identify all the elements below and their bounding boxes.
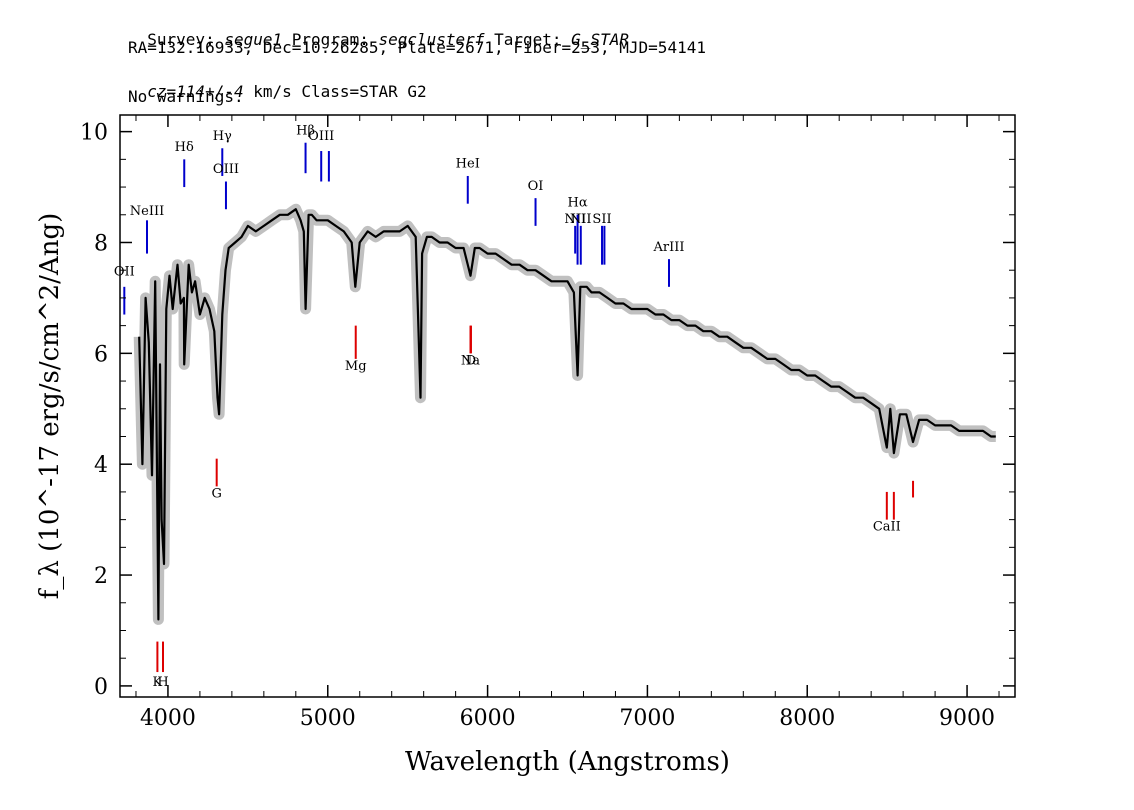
emission-line-label-9: OI [528,179,544,194]
absorption-line-label-3: Mg [345,359,367,374]
y-axis-title-text: f_λ (10^-17 erg/s/cm^2/Ang) [35,213,65,599]
axis-ticks-layer: 4000 5000 6000 7000 8000 9000 0 2 4 6 8 10 [80,115,1015,731]
emission-line-label-5: Hβ [296,123,315,138]
absorption-line-label-5: D [466,353,476,368]
emission-line-label-15: ArIII [652,240,684,255]
x-axis-title: Wavelength (Angstroms) [405,747,730,777]
error-band-layer [133,203,997,625]
x-tick-label: 8000 [779,706,835,731]
emission-line-label-13: SII [592,212,611,227]
y-tick-label: 10 [80,121,108,146]
survey-label: Survey: [147,30,215,49]
emission-line-label-12: NII [570,212,592,227]
header-line-3: cz=114+/-4 km/s Class=STAR G2 [128,62,427,102]
absorption-line-label-1: H [157,675,168,690]
emission-line-label-10: NII [564,212,586,227]
emission-line-label-4: OIII [213,162,239,177]
emission-line-label-1: NeIII [130,204,164,219]
x-tick-label: 4000 [140,706,196,731]
emission-line-label-8: HeI [456,157,480,172]
header-line-2: RA=132.16933, Dec=10.26285, Plate=2671, … [128,38,706,57]
program-label: Program: [291,30,369,49]
y-tick-label: 2 [94,564,108,589]
emission-line-label-2: Hδ [175,140,194,155]
target-label: Target: [494,30,562,49]
cz-value: cz=114+/-4 [147,82,244,101]
class-text: km/s Class=STAR G2 [243,82,427,101]
absorption-line-label-4: Na [461,353,480,368]
x-tick-label: 7000 [619,706,675,731]
survey-value: segue1 [224,30,283,49]
target-value: G_STAR [571,30,629,49]
emission-line-label-11: Hα [568,195,588,210]
program-value: segclusterf [378,30,485,49]
emission-line-label-3: Hγ [213,129,232,144]
x-tick-label: 6000 [460,706,516,731]
x-tick-label: 5000 [300,706,356,731]
absorption-line-label-2: G [211,486,221,501]
y-tick-label: 6 [94,342,108,367]
y-tick-label: 0 [94,675,108,700]
flux-error-band [133,203,997,625]
y-axis-title: f_λ (10^-17 erg/s/cm^2/Ang) [35,213,65,599]
absorption-line-label-0: K [153,675,163,690]
header-line-1: Survey: segue1 Program: segclusterf Targ… [128,10,629,50]
flux-layer [138,208,996,621]
y-tick-label: 4 [94,453,108,478]
flux-series-line [138,208,996,621]
emission-line-label-0: OII [114,265,135,280]
x-tick-label: 9000 [939,706,995,731]
plot-frame [119,114,1016,698]
emission-line-label-6: OIII [308,129,334,144]
absorption-line-label-6: CaII [873,520,901,535]
y-tick-label: 8 [94,231,108,256]
header-line-4: No warnings. [128,87,244,106]
